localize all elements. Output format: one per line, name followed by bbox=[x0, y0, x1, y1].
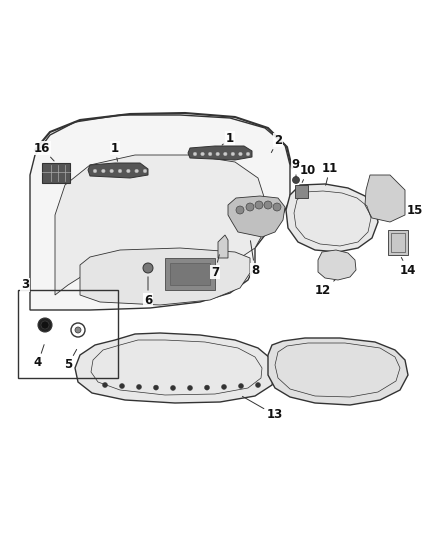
Circle shape bbox=[231, 152, 235, 156]
Circle shape bbox=[143, 169, 147, 173]
Text: 5: 5 bbox=[64, 350, 77, 372]
Circle shape bbox=[143, 263, 153, 273]
Polygon shape bbox=[228, 196, 285, 237]
Circle shape bbox=[255, 201, 263, 209]
Circle shape bbox=[246, 152, 250, 156]
Circle shape bbox=[246, 203, 254, 211]
Text: 11: 11 bbox=[322, 161, 338, 185]
Circle shape bbox=[222, 384, 226, 390]
Circle shape bbox=[187, 385, 192, 391]
Text: 15: 15 bbox=[407, 204, 423, 216]
Polygon shape bbox=[268, 338, 408, 405]
Text: 2: 2 bbox=[271, 133, 282, 152]
Bar bbox=[42, 163, 70, 183]
Circle shape bbox=[223, 152, 227, 156]
Circle shape bbox=[264, 201, 272, 209]
Polygon shape bbox=[188, 146, 252, 160]
Text: 1: 1 bbox=[222, 132, 234, 145]
Text: 7: 7 bbox=[211, 255, 219, 279]
Circle shape bbox=[110, 169, 113, 173]
Circle shape bbox=[239, 152, 242, 156]
Circle shape bbox=[193, 152, 197, 156]
Circle shape bbox=[127, 169, 130, 173]
Text: 1: 1 bbox=[111, 141, 119, 161]
Circle shape bbox=[137, 384, 141, 390]
Text: 9: 9 bbox=[292, 158, 300, 177]
Circle shape bbox=[170, 385, 176, 391]
Circle shape bbox=[255, 383, 261, 387]
Circle shape bbox=[153, 385, 159, 390]
Circle shape bbox=[208, 152, 212, 156]
Text: 13: 13 bbox=[242, 397, 283, 422]
Circle shape bbox=[205, 385, 209, 390]
Text: 10: 10 bbox=[300, 164, 316, 182]
Circle shape bbox=[41, 321, 49, 329]
Polygon shape bbox=[88, 163, 148, 178]
Polygon shape bbox=[286, 184, 378, 252]
Polygon shape bbox=[295, 185, 308, 198]
Circle shape bbox=[118, 169, 122, 173]
Text: 14: 14 bbox=[400, 257, 416, 277]
Polygon shape bbox=[218, 235, 228, 258]
Circle shape bbox=[75, 327, 81, 333]
Circle shape bbox=[102, 169, 105, 173]
Circle shape bbox=[201, 152, 205, 156]
Polygon shape bbox=[30, 115, 290, 310]
Circle shape bbox=[38, 318, 52, 332]
Text: 8: 8 bbox=[251, 241, 259, 277]
Circle shape bbox=[236, 206, 244, 214]
Circle shape bbox=[273, 203, 281, 211]
Polygon shape bbox=[75, 333, 275, 403]
Text: 6: 6 bbox=[144, 277, 152, 306]
Circle shape bbox=[135, 169, 138, 173]
Polygon shape bbox=[170, 263, 210, 285]
Polygon shape bbox=[80, 248, 250, 305]
Text: 16: 16 bbox=[34, 141, 54, 161]
Circle shape bbox=[102, 383, 107, 387]
Polygon shape bbox=[388, 230, 408, 255]
Circle shape bbox=[216, 152, 219, 156]
Polygon shape bbox=[165, 258, 215, 290]
Polygon shape bbox=[365, 175, 405, 222]
Circle shape bbox=[239, 384, 244, 389]
Text: 3: 3 bbox=[21, 279, 30, 292]
Text: 4: 4 bbox=[34, 345, 44, 369]
Bar bbox=[18, 290, 118, 378]
Circle shape bbox=[93, 169, 97, 173]
Circle shape bbox=[120, 384, 124, 389]
Text: 12: 12 bbox=[315, 280, 335, 296]
Polygon shape bbox=[55, 155, 265, 295]
Circle shape bbox=[293, 176, 300, 183]
Polygon shape bbox=[318, 250, 356, 280]
